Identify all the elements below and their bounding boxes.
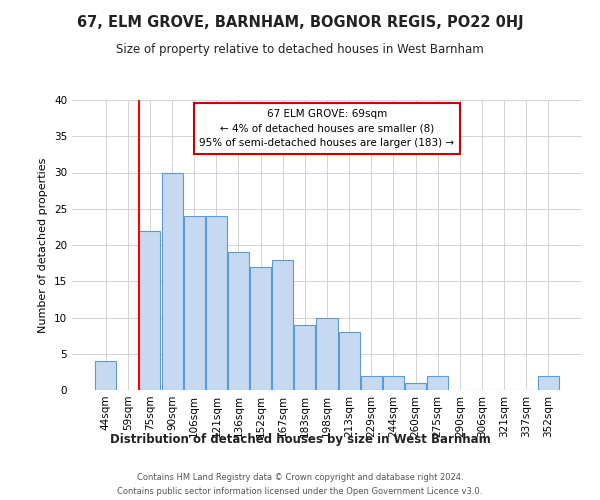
Bar	[272, 260, 293, 390]
Text: Contains public sector information licensed under the Open Government Licence v3: Contains public sector information licen…	[118, 488, 482, 496]
Bar	[338, 332, 359, 390]
Bar	[383, 376, 404, 390]
Bar	[427, 376, 448, 390]
Bar	[250, 267, 271, 390]
Bar	[538, 376, 559, 390]
Bar	[405, 383, 426, 390]
Text: Size of property relative to detached houses in West Barnham: Size of property relative to detached ho…	[116, 42, 484, 56]
Bar	[184, 216, 205, 390]
Bar	[95, 361, 116, 390]
Y-axis label: Number of detached properties: Number of detached properties	[38, 158, 49, 332]
Bar	[228, 252, 249, 390]
Bar	[316, 318, 338, 390]
Text: Contains HM Land Registry data © Crown copyright and database right 2024.: Contains HM Land Registry data © Crown c…	[137, 472, 463, 482]
Bar	[206, 216, 227, 390]
Bar	[139, 230, 160, 390]
Bar	[361, 376, 382, 390]
Text: 67 ELM GROVE: 69sqm
← 4% of detached houses are smaller (8)
95% of semi-detached: 67 ELM GROVE: 69sqm ← 4% of detached hou…	[199, 108, 455, 148]
Bar	[295, 325, 316, 390]
Bar	[161, 172, 182, 390]
Text: Distribution of detached houses by size in West Barnham: Distribution of detached houses by size …	[110, 432, 490, 446]
Text: 67, ELM GROVE, BARNHAM, BOGNOR REGIS, PO22 0HJ: 67, ELM GROVE, BARNHAM, BOGNOR REGIS, PO…	[77, 15, 523, 30]
